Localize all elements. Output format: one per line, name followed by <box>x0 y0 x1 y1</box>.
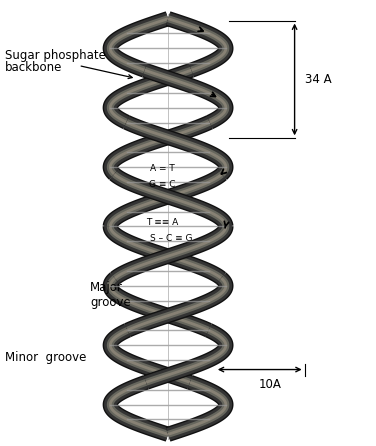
Text: G ≡ C: G ≡ C <box>149 181 176 190</box>
Text: 10A: 10A <box>258 377 281 391</box>
Text: T ≡≡ A: T ≡≡ A <box>146 218 179 227</box>
Text: Sugar phosphate: Sugar phosphate <box>5 49 106 62</box>
Text: 34 A: 34 A <box>305 73 331 86</box>
Text: Minor  groove: Minor groove <box>5 351 86 364</box>
Text: S – C ≡ G: S – C ≡ G <box>150 235 192 244</box>
Text: backbone: backbone <box>5 61 62 74</box>
Text: A = T: A = T <box>150 164 175 173</box>
Text: Major
groove: Major groove <box>90 281 131 309</box>
